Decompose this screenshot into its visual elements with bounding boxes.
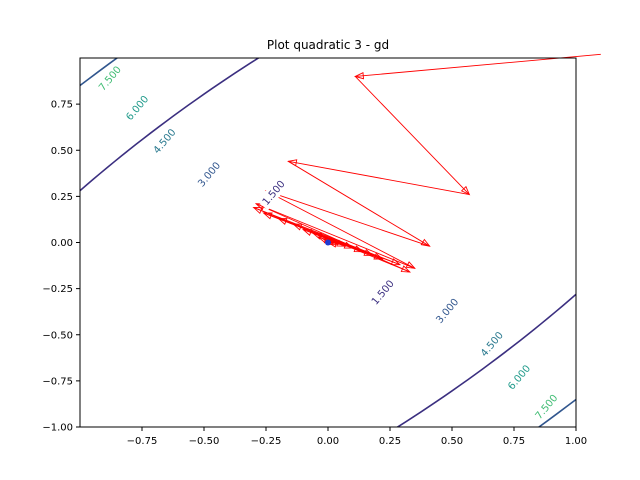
chart-title: Plot quadratic 3 - gd bbox=[267, 38, 389, 52]
contour-label-bg bbox=[475, 326, 508, 362]
contour-label-bg bbox=[502, 359, 536, 395]
contour-label-bg bbox=[366, 274, 399, 310]
contour-label-bg bbox=[148, 123, 181, 159]
x-tick-label: 0.50 bbox=[441, 436, 463, 447]
contour-label-bg bbox=[257, 175, 290, 211]
y-axis: −1.00 −0.75 −0.50 −0.25 0.00 0.25 0.50 0.75 bbox=[42, 100, 80, 434]
gd-step bbox=[255, 203, 411, 273]
contour-label-bg bbox=[93, 60, 127, 96]
gd-step bbox=[288, 160, 430, 247]
contour-label-bg bbox=[430, 293, 464, 329]
gd-arrowhead bbox=[354, 72, 365, 80]
y-tick-label: 0.75 bbox=[51, 100, 73, 111]
gd-step bbox=[265, 190, 430, 247]
gd-endpoint bbox=[325, 239, 331, 246]
y-tick-label: 0.50 bbox=[51, 146, 73, 157]
y-tick-label: 0.00 bbox=[51, 238, 73, 249]
gd-step bbox=[255, 203, 415, 269]
contour-label-bg bbox=[192, 156, 226, 192]
gd-arrowhead bbox=[420, 238, 431, 247]
y-tick-label: −0.75 bbox=[42, 376, 73, 387]
x-tick-label: −0.50 bbox=[189, 436, 220, 447]
y-tick-label: −0.25 bbox=[42, 284, 73, 295]
gd-step bbox=[288, 160, 470, 195]
y-tick-label: −1.00 bbox=[42, 423, 73, 434]
y-tick-label: 0.25 bbox=[51, 192, 73, 203]
gd-path bbox=[252, 76, 471, 273]
x-tick-label: 0.75 bbox=[503, 436, 525, 447]
x-tick-label: 0.25 bbox=[379, 436, 401, 447]
x-tick-label: 0.00 bbox=[317, 436, 339, 447]
contour-label-bg bbox=[120, 90, 154, 126]
x-tick-label: −0.25 bbox=[251, 436, 282, 447]
y-tick-label: −0.50 bbox=[42, 330, 73, 341]
contour-label-bg bbox=[529, 389, 563, 425]
x-tick-label: 1.00 bbox=[565, 436, 587, 447]
x-tick-label: −0.75 bbox=[127, 436, 158, 447]
gd-arrowhead bbox=[405, 261, 416, 269]
gd-step bbox=[354, 76, 470, 195]
x-axis: −0.75 −0.50 −0.25 0.00 0.25 0.50 0.75 1.00 bbox=[127, 427, 587, 447]
gd-arrowhead bbox=[326, 240, 337, 248]
gd-step bbox=[265, 190, 416, 269]
gd-arrowhead bbox=[460, 185, 471, 196]
